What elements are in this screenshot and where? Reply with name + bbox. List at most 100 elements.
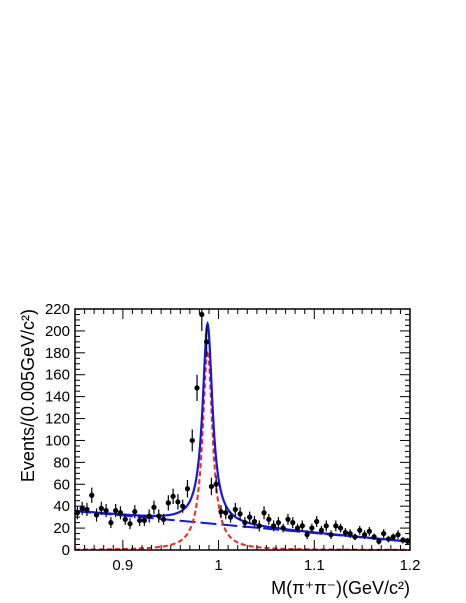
data-marker bbox=[137, 517, 143, 524]
data-marker bbox=[323, 523, 329, 529]
data-marker bbox=[242, 520, 248, 526]
data-point bbox=[170, 488, 176, 504]
x-tick-label: 1.1 bbox=[304, 557, 325, 574]
data-point bbox=[127, 518, 133, 530]
data-point bbox=[352, 533, 358, 541]
data-point bbox=[237, 507, 243, 521]
data-point bbox=[137, 514, 143, 526]
data-point bbox=[218, 505, 224, 519]
total-fit-curve bbox=[74, 320, 411, 543]
data-point bbox=[84, 502, 90, 517]
data-point bbox=[361, 530, 368, 540]
data-point bbox=[261, 506, 267, 520]
y-tick-label: 180 bbox=[45, 345, 70, 362]
data-point bbox=[342, 528, 348, 537]
data-point bbox=[189, 429, 195, 452]
data-point bbox=[314, 516, 320, 527]
data-marker bbox=[237, 511, 243, 517]
y-tick-label: 200 bbox=[45, 323, 70, 340]
data-point bbox=[122, 513, 128, 525]
data-marker bbox=[122, 516, 128, 522]
data-marker bbox=[218, 509, 224, 515]
data-point bbox=[400, 536, 406, 544]
data-marker bbox=[309, 525, 315, 531]
data-point bbox=[132, 505, 138, 519]
data-marker bbox=[275, 520, 281, 526]
data-marker bbox=[132, 509, 138, 515]
data-marker bbox=[108, 520, 114, 526]
y-tick-label: 80 bbox=[53, 454, 70, 471]
data-marker bbox=[79, 505, 85, 511]
y-tick-label: 60 bbox=[53, 476, 70, 493]
data-marker bbox=[117, 510, 124, 516]
data-marker bbox=[371, 534, 377, 540]
x-tick-label: 1.2 bbox=[400, 557, 421, 574]
data-marker bbox=[127, 521, 133, 527]
data-marker bbox=[93, 512, 100, 518]
y-axis-label: Events/(0.005GeV/c²) bbox=[18, 309, 38, 482]
data-point bbox=[160, 513, 167, 525]
data-point bbox=[194, 374, 200, 402]
y-tick-label: 20 bbox=[53, 520, 70, 537]
data-point bbox=[275, 517, 281, 529]
data-point bbox=[299, 520, 305, 532]
data-marker bbox=[199, 311, 205, 318]
data-marker bbox=[328, 532, 334, 538]
data-marker bbox=[223, 510, 229, 516]
data-point bbox=[223, 506, 229, 520]
data-marker bbox=[232, 506, 238, 513]
data-point bbox=[175, 494, 181, 510]
data-marker bbox=[294, 525, 301, 531]
data-marker bbox=[357, 527, 363, 533]
data-marker bbox=[156, 513, 162, 519]
data-point bbox=[333, 520, 339, 532]
data-marker bbox=[333, 523, 339, 529]
data-marker bbox=[141, 517, 147, 524]
data-point bbox=[304, 530, 310, 540]
data-marker bbox=[318, 527, 325, 533]
data-marker bbox=[347, 530, 353, 537]
data-point bbox=[285, 513, 291, 525]
data-point bbox=[294, 523, 301, 533]
y-tick-labels: 0 20 40 60 80 100 120 140 160 180 200 220 bbox=[45, 301, 70, 559]
y-tick-label: 40 bbox=[53, 498, 70, 515]
data-marker bbox=[189, 437, 195, 444]
data-point bbox=[180, 499, 186, 513]
data-point bbox=[395, 530, 401, 540]
data-point bbox=[108, 517, 114, 529]
data-marker bbox=[165, 500, 171, 506]
data-point bbox=[328, 530, 334, 540]
data-marker bbox=[352, 534, 358, 540]
data-marker bbox=[175, 499, 181, 505]
y-tick-label: 100 bbox=[45, 432, 70, 449]
data-point bbox=[103, 503, 109, 518]
data-marker bbox=[366, 528, 372, 534]
x-tick-label: 0.9 bbox=[112, 557, 133, 574]
data-marker bbox=[89, 492, 95, 498]
data-marker bbox=[208, 483, 214, 490]
x-tick-labels: 0.9 1 1.1 1.2 bbox=[112, 557, 420, 574]
data-point bbox=[247, 511, 253, 523]
data-marker bbox=[299, 523, 305, 529]
data-point bbox=[251, 516, 258, 527]
data-marker bbox=[405, 538, 411, 544]
data-point bbox=[184, 479, 191, 498]
data-marker bbox=[247, 514, 253, 520]
data-point bbox=[280, 523, 286, 533]
data-point bbox=[290, 517, 296, 529]
data-point bbox=[146, 509, 152, 523]
data-point bbox=[98, 501, 104, 515]
data-marker bbox=[304, 532, 310, 538]
data-marker bbox=[256, 523, 262, 529]
data-marker bbox=[170, 493, 176, 499]
data-marker bbox=[251, 518, 258, 525]
data-point bbox=[242, 517, 248, 529]
data-marker bbox=[390, 534, 396, 540]
data-point bbox=[266, 513, 272, 525]
data-point bbox=[89, 487, 95, 503]
data-marker bbox=[103, 507, 109, 514]
data-marker bbox=[266, 516, 272, 522]
data-marker bbox=[338, 525, 344, 531]
data-marker bbox=[261, 510, 267, 516]
